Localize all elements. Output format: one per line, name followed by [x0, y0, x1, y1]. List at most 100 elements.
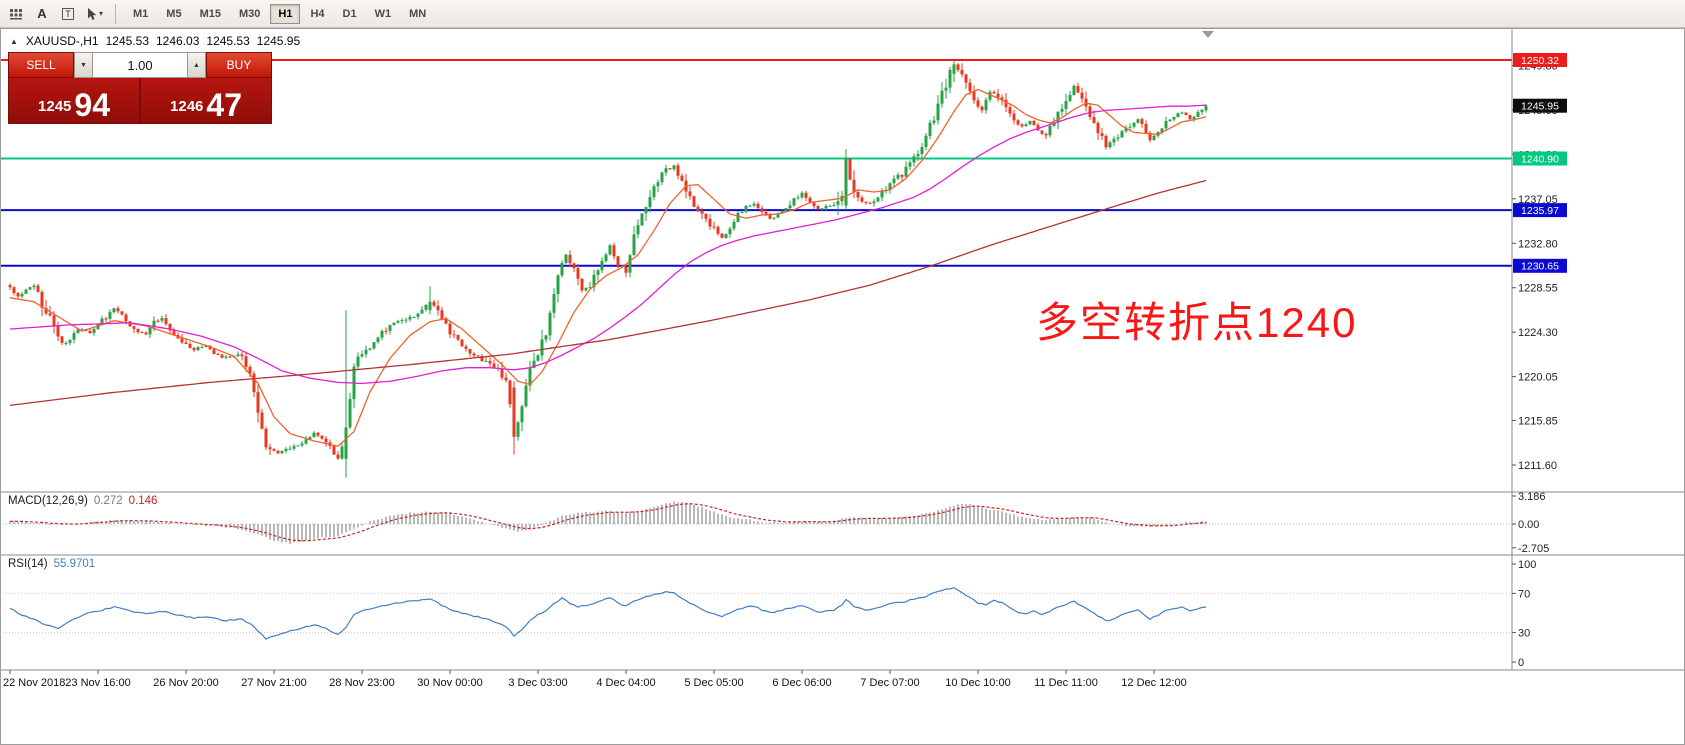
svg-text:5 Dec 05:00: 5 Dec 05:00	[684, 677, 743, 689]
time-axis: 22 Nov 2018 23 Nov 16:00 26 Nov 20:00 27 No…	[3, 670, 1187, 689]
letter-a-icon: A	[37, 6, 47, 21]
chart-window: 1249.801245.551241.301237.051232.801228.…	[0, 28, 1685, 745]
svg-text:1235.97: 1235.97	[1521, 205, 1559, 217]
text-label-icon: T	[62, 7, 74, 20]
chart-canvas[interactable]: 1249.801245.551241.301237.051232.801228.…	[0, 28, 1685, 745]
buy-button[interactable]: BUY	[206, 52, 272, 78]
hline-price-tag[interactable]: 1240.90	[1513, 151, 1567, 166]
svg-text:26 Nov 20:00: 26 Nov 20:00	[153, 677, 218, 689]
timeframe-h4[interactable]: H4	[302, 4, 332, 24]
timeframe-mn[interactable]: MN	[401, 4, 434, 24]
svg-text:11 Dec 11:00: 11 Dec 11:00	[1034, 677, 1098, 689]
svg-text:1228.55: 1228.55	[1518, 283, 1558, 295]
macd-signal-line	[9, 503, 1207, 542]
svg-text:1250.32: 1250.32	[1521, 55, 1559, 67]
volume-increase-button[interactable]: ▲	[187, 52, 206, 78]
dropdown-caret-icon: ▾	[99, 9, 104, 18]
sell-button[interactable]: SELL	[8, 52, 74, 78]
svg-text:22 Nov 2018: 22 Nov 2018	[3, 677, 65, 689]
macd-value: 0.272	[93, 495, 123, 507]
one-click-collapse-arrow[interactable]: ▲	[10, 36, 18, 46]
ohlc-high: 1246.03	[156, 34, 200, 48]
svg-text:1232.80: 1232.80	[1518, 238, 1558, 250]
timeframe-m15[interactable]: M15	[192, 4, 229, 24]
grid-icon	[10, 8, 22, 19]
buy-price-main: 1246	[170, 98, 204, 115]
svg-text:1245.95: 1245.95	[1521, 101, 1559, 113]
svg-text:0.00: 0.00	[1518, 519, 1539, 531]
ma-slow-line	[9, 179, 1207, 407]
svg-text:28 Nov 23:00: 28 Nov 23:00	[329, 677, 394, 689]
buy-price-pips: 47	[206, 86, 242, 123]
timeframe-m30[interactable]: M30	[231, 4, 268, 24]
svg-text:30 Nov 00:00: 30 Nov 00:00	[417, 677, 482, 689]
svg-text:1215.85: 1215.85	[1518, 416, 1558, 428]
up-arrow-icon: ▲	[193, 61, 200, 69]
svg-text:4 Dec 04:00: 4 Dec 04:00	[596, 677, 655, 689]
hline-price-tag[interactable]: 1230.65	[1513, 258, 1567, 273]
svg-text:1237.05: 1237.05	[1518, 194, 1558, 206]
svg-text:7 Dec 07:00: 7 Dec 07:00	[860, 677, 919, 689]
ohlc-info: ▲ XAUUSD-,H1 1245.53 1246.03 1245.53 124…	[10, 34, 300, 48]
svg-text:1220.05: 1220.05	[1518, 372, 1558, 384]
macd-histogram	[9, 501, 1207, 544]
symbol-period-label: XAUUSD-,H1	[25, 34, 99, 48]
hline-price-tag[interactable]: 1250.32	[1513, 53, 1567, 67]
volume-decrease-button[interactable]: ▼	[74, 52, 93, 78]
ma-mid-line	[9, 104, 1207, 385]
svg-text:1240.90: 1240.90	[1521, 153, 1559, 165]
timeframe-d1[interactable]: D1	[335, 4, 365, 24]
chart-text-annotation[interactable]: 多空转折点1240	[1036, 299, 1358, 346]
down-arrow-icon: ▼	[80, 61, 87, 69]
ma-fast-line	[9, 88, 1207, 447]
rsi-line	[9, 586, 1207, 640]
cursor-icon	[88, 7, 97, 20]
rsi-label: RSI(14) 55.9701	[8, 558, 95, 570]
ohlc-low: 1245.53	[206, 34, 250, 48]
trade-panel-divider	[139, 78, 141, 123]
ohlc-open: 1245.53	[105, 34, 149, 48]
rsi-value: 55.9701	[53, 558, 96, 570]
one-click-trade-panel: SELL ▼ ▲ BUY 1245 94 1246 47	[8, 52, 272, 124]
macd-label: MACD(12,26,9) 0.272 0.146	[8, 495, 157, 507]
letter-a-tool-button[interactable]: A	[30, 3, 54, 25]
current-price-tag[interactable]: 1245.95	[1513, 98, 1567, 113]
hlines-layer[interactable]	[0, 59, 1512, 267]
toolbar: A T ▾ M1 M5 M15 M30 H1 H4 D1 W1 MN	[0, 0, 1685, 28]
svg-text:30: 30	[1518, 628, 1530, 640]
rsi-name: RSI(14)	[8, 558, 48, 570]
svg-text:27 Nov 21:00: 27 Nov 21:00	[241, 677, 306, 689]
timeframe-h1[interactable]: H1	[270, 3, 301, 24]
svg-text:100: 100	[1518, 559, 1536, 571]
svg-text:12 Dec 12:00: 12 Dec 12:00	[1121, 677, 1186, 689]
sell-price-main: 1245	[38, 98, 72, 115]
svg-text:3 Dec 03:00: 3 Dec 03:00	[508, 677, 567, 689]
svg-text:1211.60: 1211.60	[1518, 460, 1557, 472]
svg-text:6 Dec 06:00: 6 Dec 06:00	[772, 677, 831, 689]
svg-text:1230.65: 1230.65	[1521, 261, 1559, 273]
chart-shift-marker[interactable]	[1202, 31, 1214, 38]
svg-text:0: 0	[1518, 657, 1524, 669]
candles-layer	[8, 60, 1208, 478]
buy-price-display[interactable]: 1246 47	[141, 78, 271, 123]
cursor-tool-button[interactable]: ▾	[82, 3, 107, 25]
svg-text:1224.30: 1224.30	[1518, 327, 1558, 339]
timeframe-m1[interactable]: M1	[125, 4, 156, 24]
sell-price-display[interactable]: 1245 94	[9, 78, 139, 123]
svg-text:70: 70	[1518, 588, 1530, 600]
svg-text:10 Dec 10:00: 10 Dec 10:00	[945, 677, 1010, 689]
timeframe-toolbar: M1 M5 M15 M30 H1 H4 D1 W1 MN	[124, 3, 435, 24]
text-label-tool-button[interactable]: T	[56, 3, 80, 25]
timeframe-m5[interactable]: M5	[158, 4, 189, 24]
ohlc-close: 1245.95	[256, 34, 301, 48]
svg-text:23 Nov 16:00: 23 Nov 16:00	[65, 677, 130, 689]
hline-price-tag[interactable]: 1235.97	[1513, 203, 1567, 218]
timeframe-w1[interactable]: W1	[367, 4, 400, 24]
toolbar-separator	[115, 3, 117, 24]
sell-price-pips: 94	[74, 86, 110, 123]
grid-tool-button[interactable]	[4, 3, 28, 25]
volume-input[interactable]	[93, 52, 187, 78]
svg-text:3.186: 3.186	[1518, 491, 1546, 503]
macd-signal-value: 0.146	[128, 495, 158, 507]
